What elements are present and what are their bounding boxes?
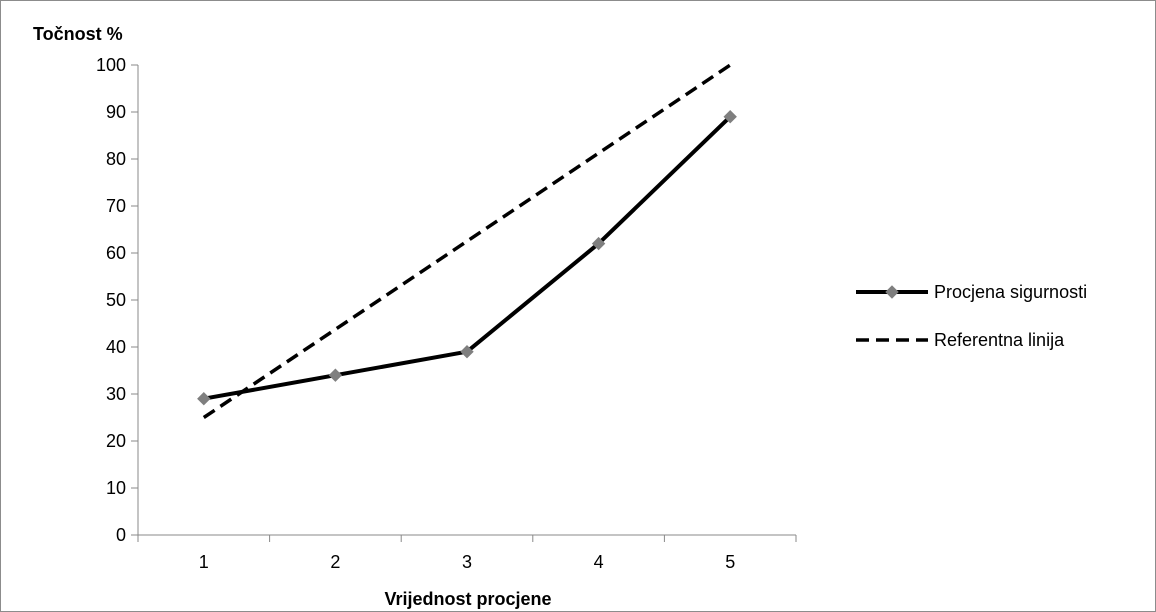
legend-marker [885,285,899,299]
series-line-reference [202,63,732,419]
y-tick-label: 30 [106,384,126,404]
y-tick-label: 90 [106,102,126,122]
y-tick-label: 10 [106,478,126,498]
y-tick-label: 70 [106,196,126,216]
y-tick-label: 80 [106,149,126,169]
y-tick-label: 0 [116,525,126,545]
x-tick-label: 2 [330,552,340,572]
y-axis-ticks: 0 10 20 30 40 50 60 70 80 90 100 [96,55,138,545]
x-tick-label: 5 [725,552,735,572]
x-axis-ticks: 1 2 3 4 5 [137,535,797,572]
y-tick-label: 60 [106,243,126,263]
data-point-marker [591,236,606,251]
axes [137,65,796,536]
x-tick-label: 4 [594,552,604,572]
y-tick-label: 100 [96,55,126,75]
x-axis-title: Vrijednost procjene [384,589,551,609]
y-tick-label: 50 [106,290,126,310]
data-point-marker [328,368,343,382]
y-tick-label: 40 [106,337,126,357]
y-tick-label: 20 [106,431,126,451]
legend: Procjena sigurnosti Referentna linija [856,282,1087,350]
legend-label: Procjena sigurnosti [934,282,1087,302]
data-point-marker [197,391,211,406]
data-point-marker [723,109,737,124]
y-axis-title: Točnost % [33,24,123,44]
x-tick-label: 3 [462,552,472,572]
x-tick-label: 1 [199,552,209,572]
data-point-marker [460,344,474,359]
series-layer [197,63,737,419]
legend-label: Referentna linija [934,330,1065,350]
